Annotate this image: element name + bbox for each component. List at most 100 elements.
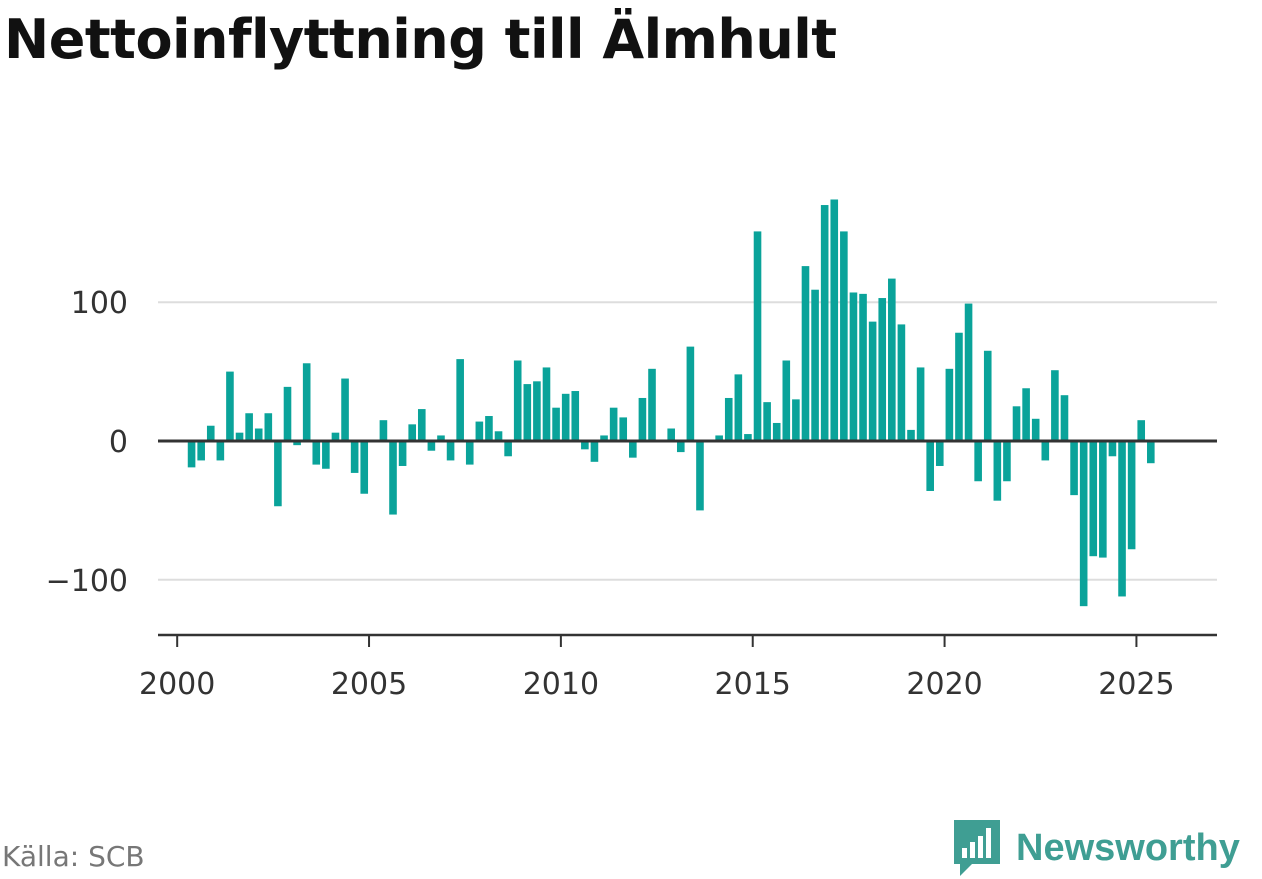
bar	[1127, 441, 1136, 550]
bar	[1041, 441, 1050, 461]
bar	[1031, 418, 1040, 441]
bar	[1060, 395, 1069, 441]
bar	[964, 303, 973, 441]
bar	[1137, 420, 1146, 441]
x-tick-label: 2005	[331, 667, 407, 702]
bar	[312, 441, 321, 465]
bar	[408, 424, 416, 441]
bar	[350, 441, 359, 473]
bar	[840, 231, 848, 441]
bar	[859, 293, 867, 441]
bar	[245, 413, 253, 441]
bar	[974, 441, 982, 482]
brand-name: Newsworthy	[1016, 826, 1240, 869]
source-note: Källa: SCB	[2, 840, 145, 873]
bar	[1012, 406, 1021, 441]
bar	[878, 298, 887, 441]
bar	[1003, 441, 1011, 482]
bar	[494, 431, 503, 441]
bar	[533, 381, 541, 441]
x-tick-label: 2000	[139, 667, 215, 702]
tick-labels: −100 0 100 2000 2005 2010 2015 2020 2025	[46, 286, 1175, 702]
bar	[561, 393, 570, 441]
bar	[552, 407, 560, 441]
bar	[696, 441, 704, 511]
axes	[158, 439, 1217, 647]
x-tick-label: 2020	[906, 667, 982, 702]
chart-title: Nettoinflyttning till Älmhult	[4, 8, 837, 71]
bar	[197, 441, 205, 461]
bar	[389, 441, 397, 515]
bar	[676, 441, 685, 453]
bar	[437, 435, 445, 441]
y-tick-label: 0	[109, 425, 128, 460]
bar	[1089, 441, 1098, 557]
bar	[475, 421, 484, 441]
bar	[379, 420, 388, 441]
bar	[417, 409, 426, 441]
bar	[801, 266, 810, 441]
bar	[744, 434, 752, 441]
bar	[983, 350, 992, 441]
bar	[945, 368, 954, 441]
bar	[734, 374, 743, 441]
bar	[341, 378, 349, 441]
bar	[293, 441, 301, 446]
bar	[331, 432, 340, 441]
bar	[206, 425, 215, 441]
bar	[523, 384, 532, 441]
bar	[667, 428, 675, 441]
bar	[753, 231, 762, 441]
bar	[398, 441, 407, 466]
bar	[849, 292, 858, 441]
bar	[226, 371, 234, 441]
bar	[935, 441, 944, 466]
bar	[763, 402, 771, 441]
bar	[274, 441, 282, 507]
bar	[1070, 441, 1078, 496]
bar	[446, 441, 455, 461]
bar	[1022, 388, 1030, 441]
bar	[811, 289, 819, 441]
bar	[465, 441, 474, 465]
bar	[648, 368, 656, 441]
bar	[485, 416, 493, 441]
bar	[629, 441, 637, 458]
y-tick-label: −100	[46, 564, 128, 599]
bar	[868, 321, 877, 441]
bar	[1118, 441, 1126, 597]
bar	[302, 363, 311, 441]
bar	[830, 199, 839, 441]
bar	[772, 422, 781, 441]
bar	[456, 359, 464, 441]
bar	[322, 441, 330, 469]
y-tick-label: 100	[71, 286, 128, 321]
bar	[216, 441, 225, 461]
bar	[427, 441, 436, 451]
bar	[1051, 370, 1059, 441]
bar	[724, 397, 733, 441]
bar	[542, 367, 551, 441]
bar	[897, 324, 906, 441]
bar	[888, 278, 896, 441]
bar	[792, 399, 800, 441]
bar	[581, 441, 589, 450]
x-tick-label: 2010	[523, 667, 599, 702]
brand-logo: Newsworthy	[952, 818, 1240, 878]
bar	[283, 386, 292, 441]
bar	[820, 205, 829, 441]
x-tick-label: 2015	[715, 667, 791, 702]
bar	[264, 413, 273, 441]
bar	[955, 332, 963, 441]
bar	[254, 428, 263, 441]
bar	[715, 435, 723, 441]
bar	[1147, 441, 1155, 464]
bar	[360, 441, 369, 494]
bar	[600, 435, 608, 441]
bar	[590, 441, 599, 462]
bar	[619, 417, 628, 441]
bar	[638, 397, 647, 441]
gridlines	[158, 301, 1217, 581]
bar	[686, 346, 695, 441]
